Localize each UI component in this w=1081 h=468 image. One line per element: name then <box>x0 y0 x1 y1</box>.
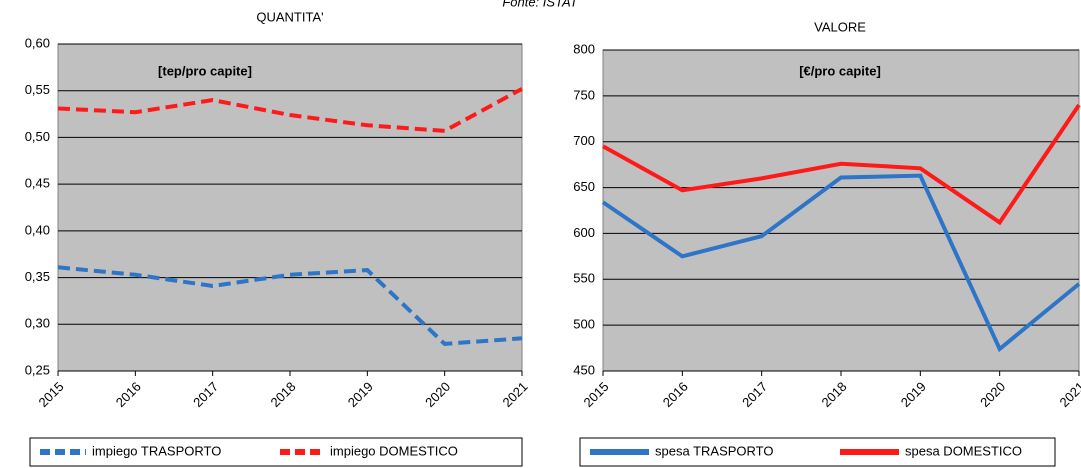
y-tick-label: 550 <box>573 271 595 286</box>
y-tick-label: 0,30 <box>25 316 50 331</box>
legend-label: impiego DOMESTICO <box>330 443 458 458</box>
source: Fonte: ISTAT <box>502 0 578 9</box>
x-tick-label: 2016 <box>660 379 691 410</box>
chart-title: QUANTITA' <box>256 9 323 24</box>
x-tick-label: 2020 <box>422 379 453 410</box>
x-tick-label: 2020 <box>977 379 1008 410</box>
x-tick-label: 2018 <box>267 379 298 410</box>
x-tick-label: 2015 <box>580 379 611 410</box>
y-tick-label: 0,25 <box>25 362 50 377</box>
series-line <box>602 103 1081 226</box>
annotation: [tep/pro capite] <box>158 63 252 78</box>
legend-label: spesa DOMESTICO <box>905 443 1022 458</box>
x-tick-label: 2017 <box>190 379 221 410</box>
y-tick-label: 0,35 <box>25 269 50 284</box>
y-tick-label: 800 <box>573 41 595 56</box>
y-tick-label: 600 <box>573 225 595 240</box>
x-tick-label: 2017 <box>739 379 770 410</box>
legend-label: impiego TRASPORTO <box>92 443 221 458</box>
y-tick-label: 0,50 <box>25 129 50 144</box>
y-tick-label: 500 <box>573 317 595 332</box>
y-tick-label: 450 <box>573 362 595 377</box>
y-tick-label: 0,40 <box>25 222 50 237</box>
series-line <box>57 87 523 133</box>
x-tick-label: 2019 <box>345 379 376 410</box>
x-tick-label: 2021 <box>499 379 530 410</box>
y-tick-label: 750 <box>573 87 595 102</box>
legend-label: spesa TRASPORTO <box>655 443 774 458</box>
x-tick-label: 2015 <box>35 379 66 410</box>
y-tick-label: 0,45 <box>25 176 50 191</box>
plot-area <box>57 43 523 372</box>
y-tick-label: 0,60 <box>25 35 50 50</box>
legend-box <box>579 437 1056 467</box>
y-tick-label: 0,55 <box>25 82 50 97</box>
annotation: [€/pro capite] <box>799 63 881 78</box>
x-tick-label: 2019 <box>898 379 929 410</box>
plot-area <box>602 49 1080 372</box>
x-tick-label: 2016 <box>113 379 144 410</box>
series-line <box>601 173 1081 353</box>
series-line <box>57 265 523 346</box>
x-tick-label: 2021 <box>1056 379 1081 410</box>
x-tick-label: 2018 <box>818 379 849 410</box>
legend-box <box>29 437 523 467</box>
y-tick-label: 650 <box>573 179 595 194</box>
chart-title: VALORE <box>814 19 866 34</box>
y-tick-label: 700 <box>573 133 595 148</box>
